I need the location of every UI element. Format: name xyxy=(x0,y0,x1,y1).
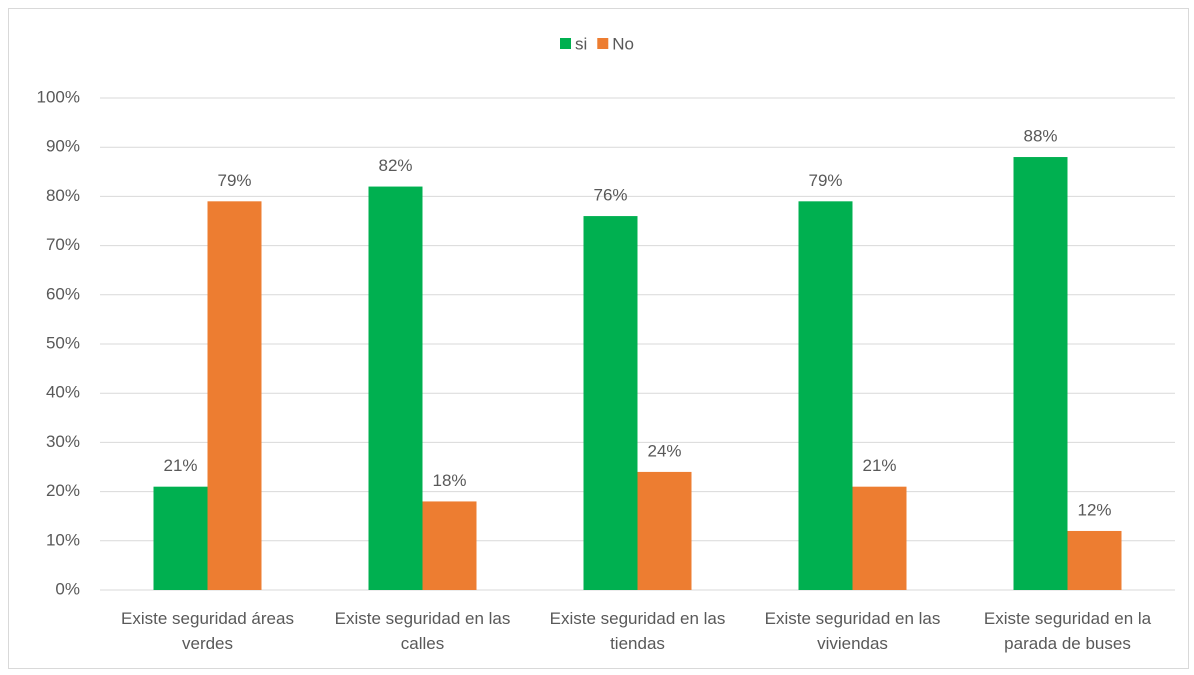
data-label: 76% xyxy=(593,186,627,205)
bar xyxy=(637,471,692,590)
legend-swatch xyxy=(597,38,609,49)
bar xyxy=(207,201,262,590)
y-tick-label: 70% xyxy=(46,235,80,254)
data-label: 21% xyxy=(862,456,896,475)
y-tick-label: 90% xyxy=(46,137,80,156)
bar xyxy=(583,216,638,590)
bar xyxy=(368,186,423,590)
legend-swatch xyxy=(560,38,571,49)
bar xyxy=(1067,530,1122,590)
y-tick-label: 50% xyxy=(46,333,80,352)
x-tick-label: Existe seguridad en la parada de buses xyxy=(983,609,1152,653)
bar xyxy=(798,201,853,590)
x-tick-label: Existe seguridad en las calles xyxy=(334,609,511,653)
data-label: 21% xyxy=(163,456,197,475)
bar xyxy=(422,501,477,590)
y-tick-label: 40% xyxy=(46,383,80,402)
bar xyxy=(852,486,907,590)
y-tick-label: 30% xyxy=(46,432,80,451)
y-tick-label: 20% xyxy=(46,481,80,500)
y-tick-label: 10% xyxy=(46,530,80,549)
x-tick-label: Existe seguridad áreas verdes xyxy=(121,609,294,653)
data-label: 24% xyxy=(647,441,681,460)
y-tick-label: 80% xyxy=(46,186,80,205)
bar xyxy=(153,486,208,590)
x-tick-label: Existe seguridad en las viviendas xyxy=(764,609,941,653)
data-label: 88% xyxy=(1023,127,1057,146)
chart-border xyxy=(8,8,1189,669)
y-tick-label: 0% xyxy=(55,579,80,598)
legend-label: No xyxy=(612,34,634,53)
data-label: 79% xyxy=(217,171,251,190)
data-label: 18% xyxy=(432,471,466,490)
data-label: 79% xyxy=(808,171,842,190)
data-label: 82% xyxy=(378,156,412,175)
legend-label: si xyxy=(575,34,587,53)
y-tick-label: 100% xyxy=(37,87,80,106)
bar xyxy=(1013,157,1068,591)
x-tick-label: Existe seguridad en las tiendas xyxy=(549,609,726,653)
y-tick-label: 60% xyxy=(46,284,80,303)
data-label: 12% xyxy=(1077,500,1111,519)
